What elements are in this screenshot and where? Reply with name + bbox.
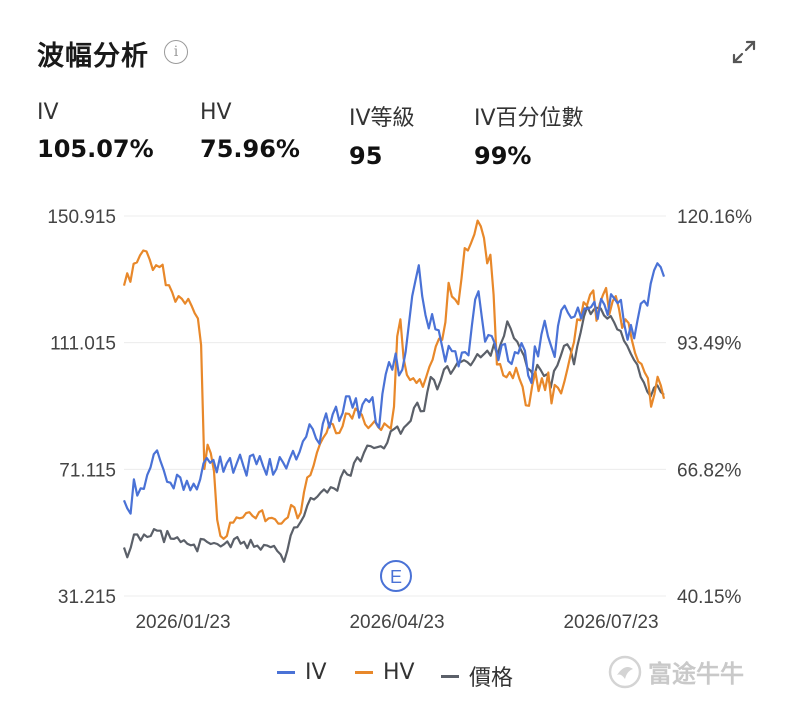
left-axis-tick-label: 71.115 [59, 460, 116, 481]
price-line [122, 305, 665, 563]
x-axis-tick-label: 2026/07/23 [563, 612, 658, 633]
stat-hv: HV 75.96% [200, 100, 300, 163]
legend-swatch-iv [277, 671, 295, 674]
earnings-marker-label: E [390, 567, 402, 587]
stat-label: HV [200, 100, 232, 125]
right-axis-tick-label: 66.82% [677, 460, 742, 481]
stat-value: 95 [349, 142, 383, 170]
x-axis-tick-label: 2026/04/23 [349, 612, 444, 633]
watermark-text: 富途牛牛 [648, 660, 744, 688]
right-axis-tick-label: 40.15% [677, 587, 742, 608]
legend-label: 價格 [469, 666, 514, 691]
watermark: 富途牛牛 [608, 654, 744, 689]
stat-label: IV [37, 100, 59, 125]
legend-label: HV [383, 660, 415, 685]
legend-item-price[interactable]: 價格 [441, 660, 513, 692]
legend-item-iv[interactable]: IV [277, 660, 327, 685]
legend-label: IV [305, 660, 327, 685]
left-axis-tick-label: 150.915 [47, 207, 116, 228]
stat-value: 99% [474, 142, 532, 170]
legend-swatch-hv [355, 671, 373, 674]
chart-legend: IV HV 價格 [0, 660, 788, 694]
card-title: 波幅分析 [37, 41, 149, 72]
hv-line [122, 219, 666, 540]
iv-line [122, 262, 666, 515]
stat-label: IV等級 [349, 106, 415, 131]
stat-iv: IV 105.07% [37, 100, 154, 163]
earnings-marker[interactable] [380, 560, 412, 592]
left-axis-tick-label: 111.015 [50, 334, 116, 355]
expand-icon[interactable] [730, 38, 758, 66]
x-axis-tick-label: 2026/01/23 [135, 612, 230, 633]
right-axis-tick-label: 93.49% [677, 334, 742, 355]
legend-swatch-price [441, 674, 459, 678]
stat-value: 105.07% [37, 135, 154, 163]
stat-label: IV百分位數 [474, 106, 584, 131]
info-icon[interactable]: i [164, 40, 188, 64]
futu-logo-icon [608, 655, 642, 688]
legend-item-hv[interactable]: HV [355, 660, 415, 685]
stat-value: 75.96% [200, 135, 300, 163]
stat-iv-rank: IV等級 95 [349, 100, 415, 170]
stat-iv-percentile: IV百分位數 99% [474, 100, 584, 170]
left-axis-tick-label: 31.215 [58, 587, 116, 608]
right-axis-tick-label: 120.16% [677, 207, 752, 228]
